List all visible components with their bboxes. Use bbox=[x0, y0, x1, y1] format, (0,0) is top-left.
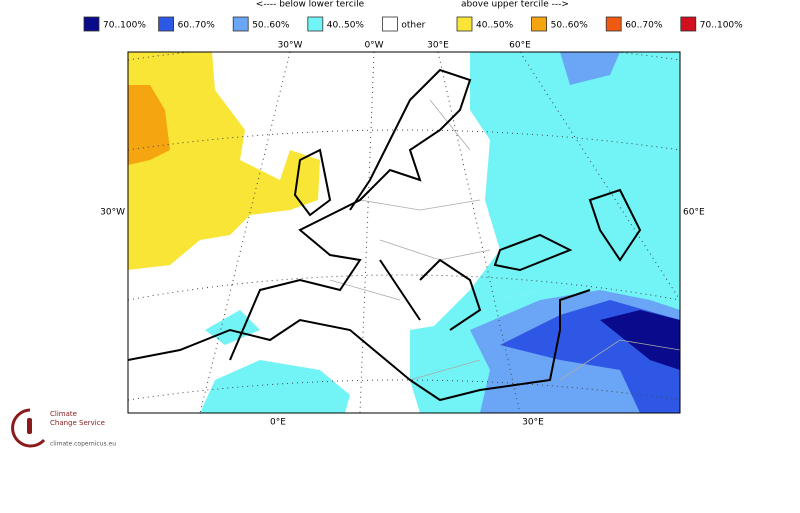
graticule-label: 0°W bbox=[364, 41, 383, 51]
graticule-label: 30°W bbox=[100, 208, 125, 218]
legend-label: 70..100% bbox=[103, 21, 146, 31]
graticule-label: 60°E bbox=[509, 41, 531, 51]
graticule bbox=[128, 52, 680, 413]
legend-label: 50..60% bbox=[551, 21, 589, 31]
graticule-label: 30°E bbox=[522, 418, 544, 428]
legend-label: 40..50% bbox=[476, 21, 514, 31]
region-cyan-west bbox=[205, 310, 260, 345]
legend-label: 50..60% bbox=[252, 21, 290, 31]
region-yellow bbox=[128, 52, 320, 270]
map bbox=[127, 51, 681, 414]
logo-arc bbox=[11, 408, 46, 448]
above-header: above upper tercile ---> bbox=[461, 0, 569, 10]
graticule-label: 0°E bbox=[270, 418, 286, 428]
region-cyan-east bbox=[430, 52, 680, 330]
legend-label: 40..50% bbox=[327, 21, 365, 31]
legend-swatch bbox=[83, 16, 100, 32]
logo-line: Climate bbox=[50, 410, 77, 418]
legend-label: 60..70% bbox=[178, 21, 216, 31]
map-frame bbox=[127, 51, 681, 414]
region-dark-blue bbox=[600, 310, 680, 370]
legend-swatch bbox=[158, 16, 175, 32]
legend-label: 60..70% bbox=[625, 21, 663, 31]
legend-swatch bbox=[381, 16, 398, 32]
legend-swatch bbox=[232, 16, 249, 32]
region-orange bbox=[128, 85, 170, 165]
legend-swatch bbox=[680, 16, 697, 32]
legend-swatch bbox=[456, 16, 473, 32]
legend-label: 70..100% bbox=[700, 21, 743, 31]
legend-label: other bbox=[401, 21, 425, 31]
graticule-label: 30°E bbox=[427, 41, 449, 51]
region-cyan-africa bbox=[200, 360, 350, 413]
legend-swatch bbox=[605, 16, 622, 32]
region-blue-north bbox=[560, 52, 620, 85]
graticule-label: 60°E bbox=[683, 208, 705, 218]
logo-url: climate.copernicus.eu bbox=[50, 441, 116, 448]
logo-thermometer bbox=[27, 418, 32, 434]
logo-line: Change Service bbox=[50, 419, 105, 427]
legend-swatch bbox=[531, 16, 547, 32]
legend-swatch bbox=[307, 16, 324, 32]
legend: 70..100% 60..70% 50..60% 40..50% other 40..50… bbox=[83, 16, 743, 32]
coastline bbox=[128, 68, 642, 402]
below-header: <---- below lower tercile bbox=[256, 0, 365, 10]
logo: Climate Change Service climate.copernicu… bbox=[11, 408, 116, 448]
graticule-label: 30°W bbox=[278, 41, 303, 51]
